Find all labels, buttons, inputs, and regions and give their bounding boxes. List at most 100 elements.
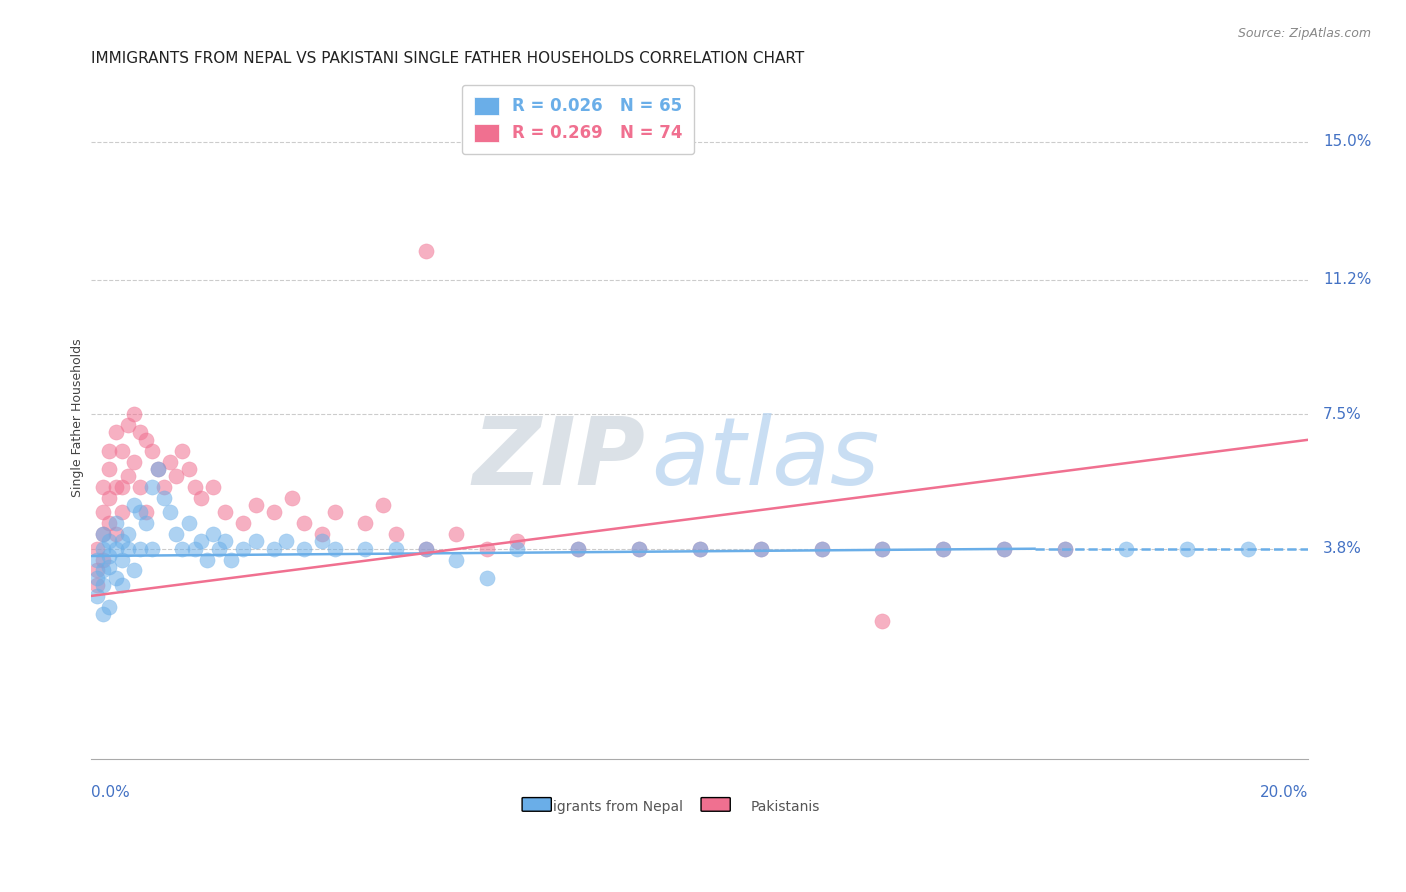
Point	[292, 516, 315, 531]
Point	[98, 559, 121, 574]
Point	[159, 454, 181, 468]
Point	[232, 516, 254, 531]
Point	[1053, 541, 1076, 556]
Point	[567, 541, 589, 556]
Point	[689, 541, 711, 556]
Point	[232, 541, 254, 556]
Point	[122, 407, 145, 421]
Point	[932, 541, 955, 556]
Text: ZIP: ZIP	[472, 413, 645, 505]
Point	[749, 541, 772, 556]
Point	[292, 541, 315, 556]
Point	[141, 541, 163, 556]
Point	[415, 541, 437, 556]
Point	[153, 480, 176, 494]
Point	[245, 534, 267, 549]
Point	[201, 527, 224, 541]
Point	[1175, 541, 1198, 556]
Point	[993, 541, 1015, 556]
Point	[146, 462, 169, 476]
Point	[810, 541, 832, 556]
Text: 3.8%: 3.8%	[1323, 541, 1362, 557]
Point	[128, 425, 150, 440]
FancyBboxPatch shape	[702, 797, 730, 811]
Point	[172, 541, 194, 556]
Point	[749, 541, 772, 556]
Point	[190, 491, 212, 505]
Point	[86, 578, 108, 592]
Point	[567, 541, 589, 556]
Point	[627, 541, 650, 556]
Point	[993, 541, 1015, 556]
Text: atlas: atlas	[651, 413, 879, 505]
Point	[117, 418, 139, 433]
Point	[98, 491, 121, 505]
Point	[98, 443, 121, 458]
Point	[104, 516, 127, 531]
Point	[98, 534, 121, 549]
Point	[415, 541, 437, 556]
Legend: R = 0.026   N = 65, R = 0.269   N = 74: R = 0.026 N = 65, R = 0.269 N = 74	[463, 85, 695, 154]
Point	[354, 541, 377, 556]
Point	[311, 534, 333, 549]
Point	[153, 491, 176, 505]
Point	[506, 541, 529, 556]
Point	[263, 505, 285, 519]
Point	[93, 564, 115, 578]
Point	[177, 516, 200, 531]
Text: Pakistanis: Pakistanis	[751, 800, 820, 814]
Point	[274, 534, 297, 549]
Point	[195, 552, 218, 566]
Point	[122, 564, 145, 578]
Point	[810, 541, 832, 556]
Point	[1236, 541, 1258, 556]
Point	[86, 589, 108, 603]
Point	[183, 541, 205, 556]
Point	[128, 480, 150, 494]
Text: Immigrants from Nepal: Immigrants from Nepal	[522, 800, 683, 814]
Point	[323, 505, 346, 519]
Point	[93, 480, 115, 494]
Point	[208, 541, 231, 556]
Point	[201, 480, 224, 494]
Point	[159, 505, 181, 519]
Point	[146, 462, 169, 476]
Point	[932, 541, 955, 556]
Point	[122, 454, 145, 468]
Point	[93, 578, 115, 592]
Point	[172, 443, 194, 458]
Point	[128, 541, 150, 556]
Point	[86, 552, 108, 566]
Point	[86, 571, 108, 585]
Text: 0.0%: 0.0%	[91, 785, 129, 800]
Point	[311, 527, 333, 541]
Point	[110, 505, 132, 519]
Point	[104, 425, 127, 440]
Point	[93, 505, 115, 519]
Point	[110, 534, 132, 549]
Point	[117, 469, 139, 483]
Point	[141, 443, 163, 458]
Point	[1053, 541, 1076, 556]
Point	[93, 541, 115, 556]
Point	[110, 480, 132, 494]
Point	[104, 480, 127, 494]
Text: IMMIGRANTS FROM NEPAL VS PAKISTANI SINGLE FATHER HOUSEHOLDS CORRELATION CHART: IMMIGRANTS FROM NEPAL VS PAKISTANI SINGL…	[91, 51, 804, 66]
Point	[354, 516, 377, 531]
Point	[872, 541, 894, 556]
Point	[135, 505, 157, 519]
Point	[475, 571, 498, 585]
Point	[281, 491, 304, 505]
Point	[122, 498, 145, 512]
Point	[98, 516, 121, 531]
Point	[98, 549, 121, 563]
Point	[214, 505, 236, 519]
Point	[214, 534, 236, 549]
Point	[190, 534, 212, 549]
Point	[446, 527, 468, 541]
Point	[98, 462, 121, 476]
Point	[506, 534, 529, 549]
Point	[86, 541, 108, 556]
Point	[104, 541, 127, 556]
Point	[98, 599, 121, 614]
